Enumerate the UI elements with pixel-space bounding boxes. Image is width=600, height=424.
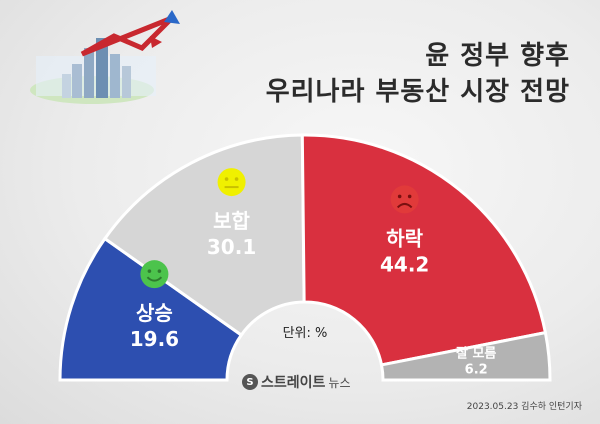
slice-same [102,133,306,338]
slice-label-same: 보합 [213,209,250,233]
slice-unknown [379,330,552,382]
slice-label-unknown: 잘 모름 [456,346,496,361]
sad-face-icon [390,185,419,214]
slice-label-up: 상승 [136,301,173,325]
unit-label: 단위: % [283,326,328,341]
brand-mark-icon: S [242,374,258,390]
neutral-face-icon [217,168,246,197]
slice-down [300,133,548,367]
page-title: 윤 정부 향후 우리나라 부동산 시장 전망 [266,38,570,110]
slice-value-same: 30.1 [207,235,256,259]
brand-name: 스트레이트 [261,375,326,391]
city-illustration-icon [30,10,180,104]
slice-value-unknown: 6.2 [465,362,488,377]
slice-value-up: 19.6 [130,327,179,351]
brand-logo: S 스트레이트 뉴스 [242,372,351,392]
slice-up [58,236,244,382]
title-line-2: 우리나라 부동산 시장 전망 [265,77,570,107]
brand-sub: 뉴스 [328,375,351,390]
title-line-1: 윤 정부 향후 [425,41,570,71]
slice-value-down: 44.2 [380,252,429,276]
smile-face-icon [140,260,169,289]
byline: 2023.05.23 김수하 인턴기자 [466,402,582,412]
slice-label-down: 하락 [386,226,423,250]
